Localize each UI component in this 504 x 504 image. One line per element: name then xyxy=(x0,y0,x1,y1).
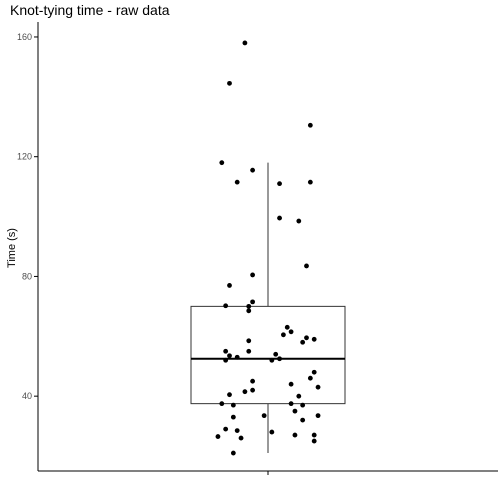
data-point xyxy=(300,402,306,408)
y-tick-label: 120 xyxy=(17,152,32,162)
data-point xyxy=(227,353,232,359)
data-point xyxy=(269,357,275,363)
data-point xyxy=(250,387,256,393)
y-axis-label: Time (s) xyxy=(6,228,18,268)
y-tick-label: 40 xyxy=(22,391,32,401)
data-point xyxy=(223,303,229,309)
data-point xyxy=(227,392,232,398)
data-point xyxy=(250,299,256,305)
iqr-box xyxy=(190,305,346,405)
data-point xyxy=(250,272,256,278)
data-point xyxy=(223,348,229,354)
data-point xyxy=(315,413,321,419)
data-point xyxy=(288,381,294,387)
data-point xyxy=(311,432,317,438)
data-point xyxy=(311,369,317,375)
data-point xyxy=(223,357,229,363)
data-point xyxy=(288,401,294,407)
chart-title: Knot-tying time - raw data xyxy=(10,2,170,18)
data-point xyxy=(238,435,244,441)
data-point xyxy=(246,308,252,314)
data-point xyxy=(250,167,256,173)
data-point xyxy=(288,329,294,335)
data-point xyxy=(277,215,282,221)
data-point xyxy=(307,122,313,128)
data-point xyxy=(242,40,248,46)
data-point xyxy=(230,450,236,456)
data-point xyxy=(277,181,282,187)
data-point xyxy=(246,303,252,309)
data-point xyxy=(227,80,232,86)
data-point xyxy=(246,348,252,354)
data-point xyxy=(230,414,236,420)
data-point xyxy=(261,413,267,419)
data-point xyxy=(219,160,225,166)
data-point xyxy=(246,338,252,344)
data-point xyxy=(311,336,317,342)
data-point xyxy=(219,401,225,407)
data-point xyxy=(300,417,306,423)
data-point xyxy=(307,375,313,381)
data-point xyxy=(304,263,309,269)
data-point xyxy=(292,432,298,438)
data-point xyxy=(242,389,248,395)
data-point xyxy=(284,324,290,330)
data-point xyxy=(311,438,317,444)
data-point xyxy=(223,426,229,432)
data-point xyxy=(227,283,232,288)
data-point xyxy=(300,339,306,345)
data-point xyxy=(292,408,298,414)
data-point xyxy=(304,335,309,341)
data-point xyxy=(277,356,282,362)
data-point xyxy=(250,378,256,384)
plot-area: 40 80 120 160 xyxy=(17,22,498,475)
data-point xyxy=(230,402,236,408)
data-point xyxy=(281,332,286,338)
y-tick-label: 80 xyxy=(22,271,32,281)
data-point xyxy=(215,434,221,439)
data-point xyxy=(273,351,279,357)
data-point xyxy=(234,354,240,360)
data-point xyxy=(234,179,240,185)
data-point xyxy=(269,429,275,435)
data-point xyxy=(296,218,302,224)
data-point xyxy=(296,393,302,399)
data-point xyxy=(234,428,240,433)
y-tick-label: 160 xyxy=(17,32,32,42)
data-point xyxy=(315,384,321,390)
data-point xyxy=(307,179,313,185)
